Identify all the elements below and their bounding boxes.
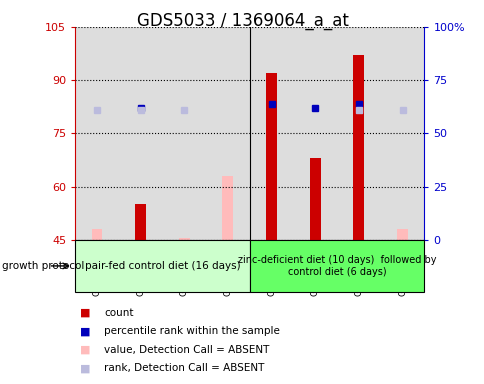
Text: percentile rank within the sample: percentile rank within the sample [104,326,280,336]
Bar [75,27,119,240]
Bar [380,27,424,240]
Text: value, Detection Call = ABSENT: value, Detection Call = ABSENT [104,345,269,355]
Bar [396,229,407,240]
Text: zinc-deficient diet (10 days)  followed by
control diet (6 days): zinc-deficient diet (10 days) followed b… [237,255,436,277]
Text: GDS5033 / 1369064_a_at: GDS5033 / 1369064_a_at [136,12,348,30]
Bar [309,158,320,240]
Text: ■: ■ [79,363,90,373]
Bar [353,55,363,240]
Bar [266,73,276,240]
Bar [293,27,336,240]
Text: growth protocol: growth protocol [2,261,85,271]
Bar [222,176,233,240]
Text: count: count [104,308,134,318]
Bar [135,204,146,240]
Text: pair-fed control diet (16 days): pair-fed control diet (16 days) [85,261,240,271]
Text: ■: ■ [79,308,90,318]
Bar [162,27,206,240]
Bar [249,27,293,240]
Bar [336,27,380,240]
Text: ■: ■ [79,345,90,355]
Text: ■: ■ [79,326,90,336]
Bar [119,27,162,240]
Bar [91,229,102,240]
Bar [179,238,189,240]
Bar [206,27,249,240]
Text: rank, Detection Call = ABSENT: rank, Detection Call = ABSENT [104,363,264,373]
